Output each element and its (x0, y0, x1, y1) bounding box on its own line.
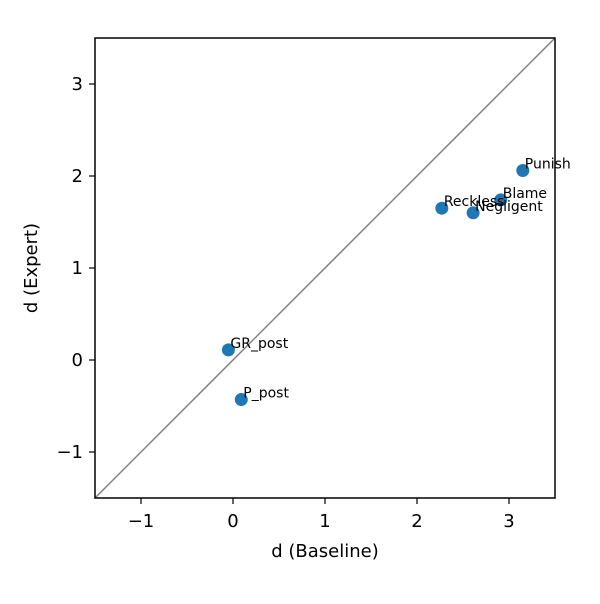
x-tick-label: −1 (128, 511, 155, 532)
y-axis-ticks: −1 0 1 2 3 (56, 74, 95, 463)
data-point (234, 393, 248, 407)
x-tick-label: 2 (411, 511, 422, 532)
point-label: P_post (243, 386, 289, 402)
data-point (516, 163, 530, 177)
point-label: Negligent (475, 199, 543, 215)
point-label: GR_post (230, 336, 288, 352)
x-tick-label: 3 (503, 511, 514, 532)
x-axis-ticks: −1 0 1 2 3 (128, 498, 515, 532)
x-axis-label: d (Baseline) (271, 541, 379, 562)
y-tick-label: 2 (72, 166, 83, 187)
point-label: Blame (503, 186, 547, 202)
x-tick-label: 0 (227, 511, 238, 532)
y-axis-label: d (Expert) (21, 223, 42, 313)
reference-line-layer (94, 37, 556, 499)
data-point (221, 343, 235, 357)
identity-reference-line (94, 37, 556, 499)
point-label: Reckless (444, 194, 505, 210)
data-point (494, 193, 508, 207)
data-point (466, 206, 480, 220)
x-tick-label: 1 (319, 511, 330, 532)
y-tick-label: 3 (72, 74, 83, 95)
y-tick-label: −1 (56, 442, 83, 463)
data-point (435, 201, 449, 215)
data-points-layer (221, 163, 530, 407)
point-label: Punish (525, 156, 571, 172)
y-tick-label: 0 (72, 350, 83, 371)
y-tick-label: 1 (72, 258, 83, 279)
